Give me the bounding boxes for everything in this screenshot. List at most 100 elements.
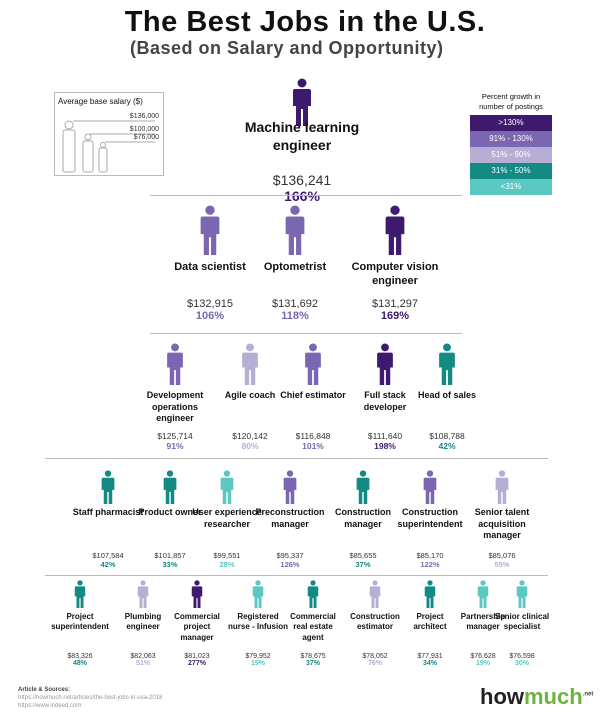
job-stats: $81,023 277% xyxy=(184,653,209,667)
job-card: Chief estimator xyxy=(273,390,353,402)
salary-value: $136,241 xyxy=(272,172,332,188)
growth-value: 30% xyxy=(514,660,529,667)
job-card: Staff pharmacist xyxy=(69,507,147,519)
row-divider xyxy=(45,575,548,576)
job-card: User experience researcher xyxy=(188,507,266,530)
salary-legend-figures-icon xyxy=(62,120,155,173)
person-icon xyxy=(166,343,184,390)
page-title: The Best Jobs in the U.S. xyxy=(124,6,486,38)
job-stats: $120,142 80% xyxy=(232,431,267,451)
person-icon xyxy=(304,343,322,390)
person-icon xyxy=(191,580,203,613)
howmuch-logo: howmuch.net xyxy=(480,684,594,709)
person-icon xyxy=(385,205,406,260)
salary-value: $76,628 xyxy=(470,653,496,660)
person-icon xyxy=(292,78,312,131)
growth-legend-item: 51% - 90% xyxy=(470,147,552,163)
job-stats: $111,640 198% xyxy=(368,431,402,451)
job-stats: $85,076 55% xyxy=(488,551,515,569)
salary-value: $79,952 xyxy=(245,653,271,660)
job-card: Commercial project manager xyxy=(166,612,228,643)
salary-value: $111,640 xyxy=(367,431,403,441)
salary-value: $116,848 xyxy=(295,431,331,441)
person-icon xyxy=(477,580,489,613)
person-icon xyxy=(495,470,509,509)
growth-legend-item: 31% - 50% xyxy=(470,163,552,179)
job-stats: $76,598 30% xyxy=(509,653,534,667)
person-icon xyxy=(307,580,319,613)
growth-value: 42% xyxy=(100,560,116,569)
job-card: Partnership manager xyxy=(452,612,514,633)
person-icon xyxy=(220,470,234,509)
growth-value: 37% xyxy=(305,660,320,667)
growth-value: 51% xyxy=(135,660,150,667)
job-stats: $132,915 106% xyxy=(187,298,233,322)
sources-title: Article & Sources: xyxy=(18,687,71,693)
growth-value: 33% xyxy=(162,560,178,569)
growth-value: 76% xyxy=(367,660,382,667)
job-title: Data scientist xyxy=(174,261,246,273)
salary-value: $125,714 xyxy=(157,431,193,441)
person-icon xyxy=(74,580,86,613)
job-title: Partnership manager xyxy=(460,612,506,632)
job-title: Agile coach xyxy=(224,390,276,400)
salary-legend-title: Average base salary ($) xyxy=(58,97,143,106)
growth-value: 42% xyxy=(438,441,456,451)
job-stats: $85,170 122% xyxy=(416,551,443,569)
job-card: Head of sales xyxy=(407,390,487,402)
job-title: Full stack developer xyxy=(363,390,407,412)
job-card: Full stack developer xyxy=(345,390,425,413)
job-card: Registered nurse - Infusion xyxy=(227,612,289,633)
person-icon xyxy=(376,343,394,390)
person-icon xyxy=(423,470,437,509)
person-icon xyxy=(516,580,528,613)
page-subtitle: (Based on Salary and Opportunity) xyxy=(130,38,444,58)
job-card: Plumbing engineer xyxy=(112,612,174,633)
job-stats: $95,337 126% xyxy=(276,551,303,569)
growth-value: 198% xyxy=(374,441,396,451)
person-icon xyxy=(252,580,264,613)
person-icon xyxy=(424,580,436,613)
job-stats: $108,788 42% xyxy=(429,431,464,451)
salary-legend-value: $76,000 xyxy=(133,134,159,141)
job-title: Project architect xyxy=(413,612,447,632)
person-icon xyxy=(369,580,381,613)
growth-value: 28% xyxy=(219,560,235,569)
job-stats: $131,692 118% xyxy=(272,298,318,322)
growth-value: 126% xyxy=(280,560,300,569)
job-card: Data scientist xyxy=(160,260,260,274)
job-title: Plumbing engineer xyxy=(124,612,162,632)
growth-legend: Percent growth in number of postings >13… xyxy=(470,92,552,195)
job-title: Staff pharmacist xyxy=(72,507,144,517)
job-title: Senior clinical specialist xyxy=(494,612,550,632)
sources: Article & Sources: https://howmuch.net/a… xyxy=(18,686,162,710)
person-icon xyxy=(283,470,297,509)
job-stats: $82,063 51% xyxy=(130,653,155,667)
person-icon xyxy=(356,470,370,509)
job-title: Head of sales xyxy=(417,390,477,400)
salary-legend-value: $100,000 xyxy=(129,126,159,133)
job-stats: $79,952 19% xyxy=(245,653,270,667)
row-divider xyxy=(150,333,462,334)
person-icon xyxy=(200,205,221,260)
person-icon xyxy=(163,470,177,509)
salary-value: $108,788 xyxy=(429,431,465,441)
salary-value: $83,326 xyxy=(67,653,93,660)
growth-value: 19% xyxy=(475,660,490,667)
growth-value: 55% xyxy=(494,560,510,569)
job-card: Commercial real estate agent xyxy=(282,612,344,643)
growth-value: 277% xyxy=(188,660,206,667)
row-divider xyxy=(45,458,548,459)
source-link[interactable]: https://howmuch.net/articles/the-best-jo… xyxy=(18,695,163,701)
job-title: Construction superintendent xyxy=(397,507,463,529)
salary-value: $77,931 xyxy=(417,653,443,660)
salary-value: $95,337 xyxy=(276,551,304,560)
source-link[interactable]: https://www.indeed.com xyxy=(18,703,82,709)
person-icon xyxy=(285,205,306,260)
person-icon xyxy=(137,580,149,613)
job-card: Development operations engineer xyxy=(135,390,215,425)
job-title: Computer vision engineer xyxy=(351,261,439,288)
job-stats: $78,675 37% xyxy=(300,653,325,667)
job-stats: $78,052 76% xyxy=(362,653,387,667)
salary-legend: Average base salary ($) $136,000 $100,00… xyxy=(54,92,164,176)
